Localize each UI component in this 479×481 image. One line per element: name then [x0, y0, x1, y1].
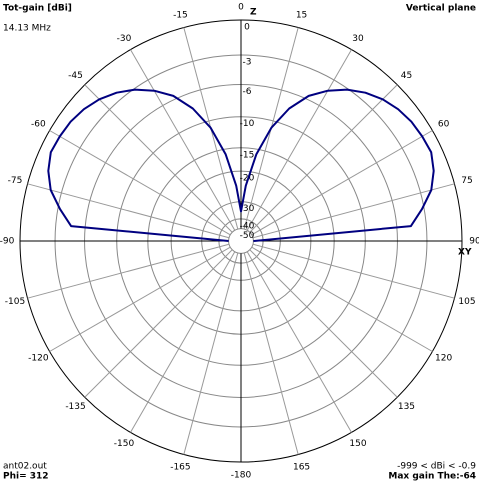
angle-tick-label: 90 — [469, 237, 479, 247]
angle-tick-label: 165 — [293, 463, 310, 473]
grid-line — [252, 183, 455, 239]
r-tick-label: -15 — [240, 150, 255, 160]
angle-tick-label: -165 — [170, 463, 190, 473]
r-tick-label: -10 — [240, 119, 255, 129]
max-note: Max gain The:-64 — [388, 472, 476, 481]
angle-tick-label: -45 — [68, 71, 83, 81]
range-note: -999 < dBi < -0.9 — [397, 462, 476, 472]
grid-line — [27, 243, 230, 299]
grid-line — [252, 243, 455, 299]
angle-tick-label: 60 — [438, 120, 450, 130]
grid-line — [249, 84, 398, 233]
grid-line — [130, 49, 236, 231]
angle-tick-label: 45 — [401, 71, 412, 81]
angle-tick-label: -60 — [31, 120, 46, 130]
plane-label: Vertical plane — [406, 4, 476, 14]
grid-line — [246, 251, 352, 433]
grid-line — [183, 252, 239, 455]
grid-line — [249, 249, 398, 398]
angle-tick-label: -180 — [231, 471, 252, 481]
angle-tick-label: -150 — [114, 439, 135, 449]
grid-line — [251, 246, 433, 352]
angle-tick-label: -120 — [28, 354, 49, 364]
angle-tick-label: -105 — [5, 297, 25, 307]
grid-line — [49, 130, 231, 236]
frequency: 14.13 MHz — [3, 24, 51, 34]
z-axis-label: Z — [250, 8, 257, 18]
phi-label: Phi= 312 — [3, 472, 49, 481]
xy-axis-label: XY — [458, 248, 472, 258]
angle-tick-label: 15 — [296, 10, 307, 20]
r-tick-label: -50 — [240, 231, 255, 241]
grid-line — [251, 130, 433, 236]
angle-tick-label: 135 — [398, 402, 415, 412]
grid-line — [246, 49, 352, 231]
angle-tick-label: -15 — [173, 10, 188, 20]
file-name: ant02.out — [3, 462, 47, 472]
r-tick-label: -30 — [240, 204, 255, 214]
gain-pattern — [47, 88, 435, 242]
angle-tick-label: -75 — [8, 176, 23, 186]
r-tick-label: 0 — [244, 23, 250, 33]
r-tick-label: -40 — [240, 221, 255, 231]
r-tick-label: -6 — [243, 87, 252, 97]
angle-tick-label: -135 — [65, 402, 85, 412]
angle-tick-label: 150 — [349, 439, 366, 449]
grid-line — [84, 249, 233, 398]
grid-line — [84, 84, 233, 233]
r-tick-label: -3 — [243, 58, 252, 68]
chart-title: Tot-gain [dBi] — [3, 4, 72, 14]
angle-tick-label: 105 — [458, 297, 475, 307]
grid-line — [27, 183, 230, 239]
angle-tick-label: -30 — [117, 34, 132, 44]
grid-line — [130, 251, 236, 433]
grid-line — [243, 252, 299, 455]
angle-tick-label: 0 — [238, 3, 244, 13]
angle-tick-label: -90 — [0, 237, 15, 247]
grid-line — [49, 246, 231, 352]
angle-tick-label: 120 — [435, 354, 452, 364]
angle-tick-label: 75 — [461, 176, 472, 186]
angle-tick-label: 30 — [352, 34, 364, 44]
